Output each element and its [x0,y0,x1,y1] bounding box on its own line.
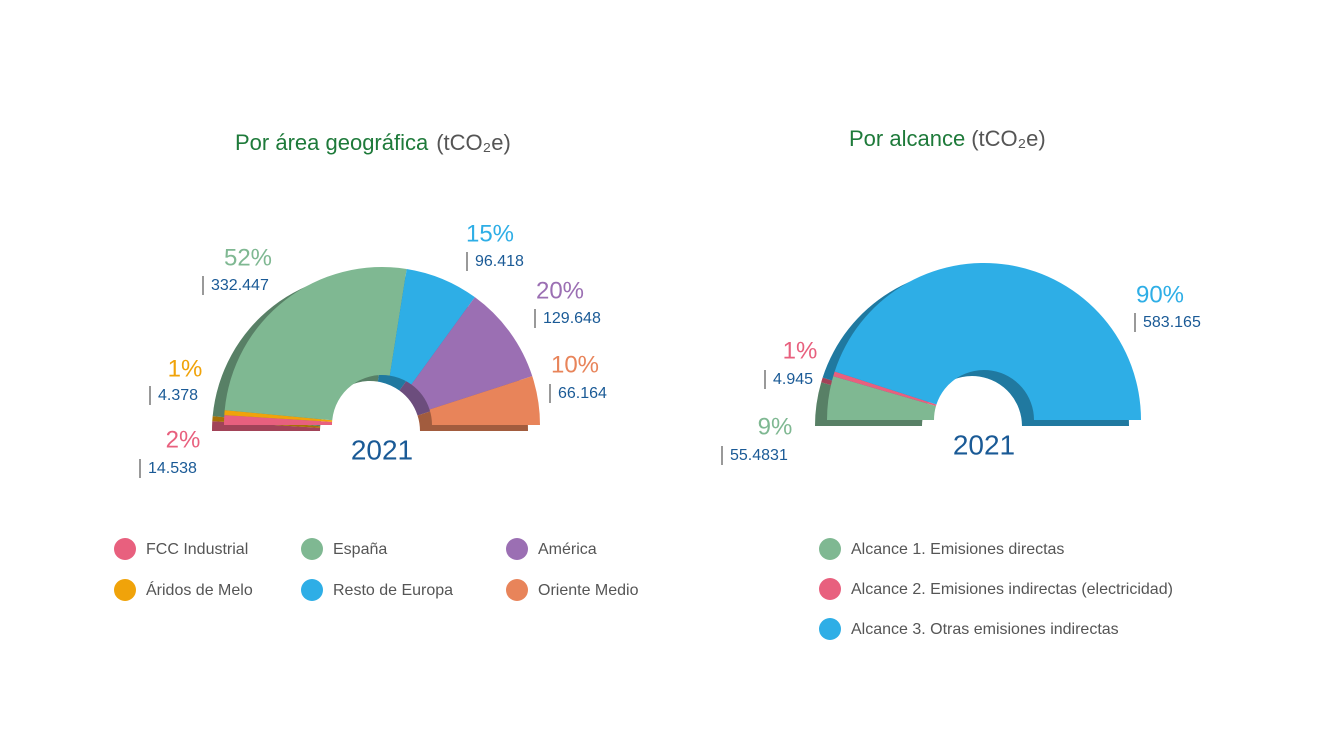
chart-title: Por área geográfica [235,130,429,155]
legend-label: Áridos de Melo [146,580,253,599]
amount-label: 96.418 [475,253,524,270]
legend-label: Alcance 1. Emisiones directas [851,541,1064,558]
legend-marker [301,579,323,601]
value-label: 2% [166,426,201,453]
slice [833,371,937,407]
legend-marker [114,579,136,601]
amount-label: 583.165 [1143,314,1201,331]
amount-label: 129.648 [543,310,601,327]
chart-title: Por alcance [849,126,965,151]
amount-label: 14.538 [148,460,197,477]
value-label: 52% [224,244,272,271]
slice [827,376,936,420]
legend-label: España [333,541,387,558]
center-label: 2021 [953,429,1015,460]
legend-marker [819,578,841,600]
amount-label: 66.164 [558,385,607,402]
value-label: 15% [466,220,514,247]
slice [834,263,1141,420]
legend-label: Alcance 2. Emisiones indirectas (electri… [851,581,1173,598]
legend-marker [819,538,841,560]
legend-marker [301,538,323,560]
slice [411,297,533,410]
legend-marker [819,618,841,640]
chart-unit: (tCO₂e) [971,126,1046,151]
amount-label: 332.447 [211,277,269,294]
legend-marker [506,579,528,601]
slice [224,410,333,422]
center-label: 2021 [351,434,413,465]
legend-label: Oriente Medio [538,582,639,599]
amount-label: 4.945 [773,371,813,388]
legend-label: Alcance 3. Otras emisiones indirectas [851,621,1119,638]
amount-label: 55.4831 [730,447,788,464]
slice [224,267,407,421]
chart-title-group: Por alcance (tCO₂e) [849,126,1046,151]
slice [389,268,475,385]
value-label: 20% [536,277,584,304]
legend-label: FCC Industrial [146,541,248,558]
value-label: 9% [758,413,793,440]
chart-unit: (tCO₂e) [436,130,511,155]
slice [224,415,333,425]
legend-marker [114,538,136,560]
value-label: 1% [168,355,203,382]
value-label: 90% [1136,281,1184,308]
legend-label: Resto de Europa [333,582,453,599]
value-label: 1% [783,337,818,364]
value-label: 10% [551,351,599,378]
legend-label: América [538,541,597,558]
amount-label: 4.378 [158,387,198,404]
chart-title-group: Por área geográfica (tCO₂e) [235,130,511,155]
slice [429,376,540,425]
legend-marker [506,538,528,560]
